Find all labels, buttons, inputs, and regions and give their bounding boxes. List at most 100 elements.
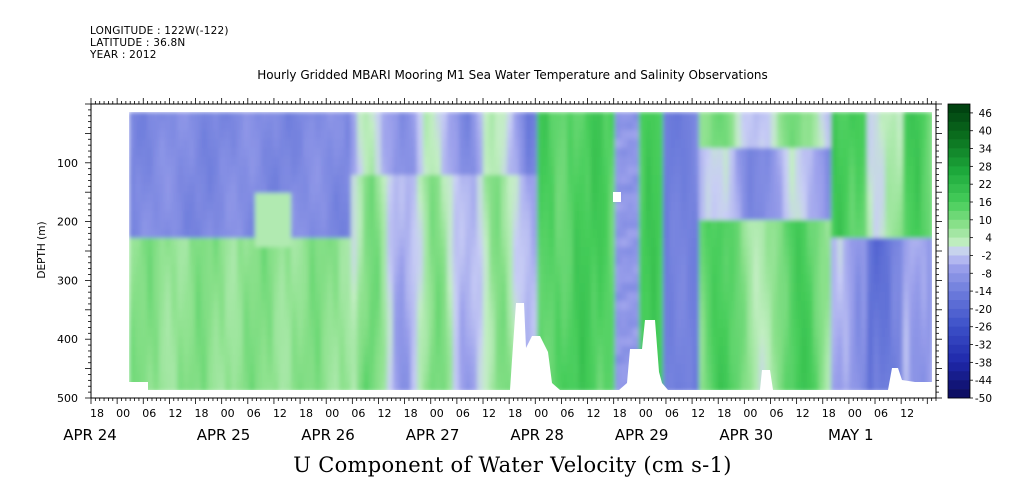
heatmap-cell: [333, 220, 340, 230]
heatmap-cell: [225, 382, 232, 392]
heatmap-cell: [609, 157, 616, 167]
heatmap-cell: [633, 337, 640, 347]
heatmap-cell: [489, 238, 496, 248]
heatmap-cell: [285, 202, 292, 212]
heatmap-cell: [849, 328, 856, 338]
heatmap-cell: [333, 301, 340, 311]
heatmap-cell: [393, 175, 400, 185]
heatmap-cell: [231, 310, 238, 320]
heatmap-cell: [339, 274, 346, 284]
heatmap-cell: [681, 382, 688, 392]
heatmap-cell: [225, 175, 232, 185]
heatmap-cell: [783, 220, 790, 230]
heatmap-cell: [675, 166, 682, 176]
heatmap-cell: [795, 283, 802, 293]
heatmap-cell: [213, 202, 220, 212]
heatmap-cell: [285, 319, 292, 329]
heatmap-cell: [741, 301, 748, 311]
heatmap-cell: [249, 292, 256, 302]
heatmap-cell: [339, 121, 346, 131]
heatmap-cell: [753, 301, 760, 311]
heatmap-cell: [687, 211, 694, 221]
heatmap-cell: [615, 274, 622, 284]
heatmap-cell: [387, 382, 394, 392]
heatmap-cell: [513, 283, 520, 293]
heatmap-cell: [333, 139, 340, 149]
heatmap-cell: [147, 220, 154, 230]
heatmap-cell: [465, 310, 472, 320]
heatmap-cell: [129, 346, 136, 356]
heatmap-cell: [591, 346, 598, 356]
heatmap-cell: [603, 373, 610, 383]
heatmap-cell: [375, 301, 382, 311]
heatmap-cell: [531, 121, 538, 131]
heatmap-cell: [489, 382, 496, 392]
heatmap-cell: [195, 382, 202, 392]
heatmap-cell: [339, 139, 346, 149]
heatmap-cell: [315, 130, 322, 140]
heatmap-cell: [909, 328, 916, 338]
heatmap-cell: [657, 364, 664, 374]
heatmap-cell: [681, 328, 688, 338]
heatmap-cell: [255, 148, 262, 158]
heatmap-cell: [867, 202, 874, 212]
heatmap-cell: [315, 328, 322, 338]
heatmap-cell: [765, 337, 772, 347]
heatmap-cell: [813, 301, 820, 311]
heatmap-cell: [669, 229, 676, 239]
colorbar-label: 4: [985, 233, 992, 245]
heatmap-cell: [339, 346, 346, 356]
heatmap-cell: [207, 148, 214, 158]
heatmap-cell: [567, 256, 574, 266]
heatmap-cell: [375, 355, 382, 365]
x-tick-label: 00: [325, 407, 339, 420]
heatmap-cell: [873, 184, 880, 194]
heatmap-cell: [471, 139, 478, 149]
heatmap-cell: [729, 121, 736, 131]
heatmap-cell: [789, 121, 796, 131]
heatmap-cell: [789, 310, 796, 320]
heatmap-cell: [303, 220, 310, 230]
heatmap-cell: [633, 238, 640, 248]
heatmap-cell: [585, 229, 592, 239]
heatmap-cell: [153, 355, 160, 365]
heatmap-cell: [681, 229, 688, 239]
heatmap-cell: [435, 238, 442, 248]
heatmap-cell: [711, 130, 718, 140]
heatmap-cell: [675, 301, 682, 311]
heatmap-cell: [507, 364, 514, 374]
heatmap-cell: [903, 229, 910, 239]
heatmap-cell: [741, 364, 748, 374]
heatmap-cell: [243, 229, 250, 239]
heatmap-cell: [903, 283, 910, 293]
heatmap-cell: [453, 220, 460, 230]
heatmap-cell: [609, 274, 616, 284]
heatmap-cell: [477, 283, 484, 293]
heatmap-cell: [549, 256, 556, 266]
heatmap-cell: [807, 121, 814, 131]
heatmap-cell: [831, 247, 838, 257]
heatmap-cell: [189, 166, 196, 176]
heatmap-cell: [861, 274, 868, 284]
heatmap-cell: [333, 112, 340, 122]
heatmap-cell: [279, 319, 286, 329]
heatmap-cell: [171, 373, 178, 383]
heatmap-cell: [381, 184, 388, 194]
heatmap-cell: [423, 274, 430, 284]
heatmap-cell: [393, 328, 400, 338]
heatmap-cell: [375, 319, 382, 329]
heatmap-cell: [351, 319, 358, 329]
heatmap-cell: [585, 292, 592, 302]
heatmap-cell: [237, 373, 244, 383]
heatmap-cell: [351, 328, 358, 338]
heatmap-cell: [483, 283, 490, 293]
heatmap-cell: [333, 247, 340, 257]
heatmap-cell: [201, 166, 208, 176]
heatmap-cell: [537, 139, 544, 149]
heatmap-cell: [585, 274, 592, 284]
heatmap-cell: [483, 364, 490, 374]
heatmap-cell: [231, 328, 238, 338]
heatmap-cell: [357, 130, 364, 140]
heatmap-cell: [519, 211, 526, 221]
heatmap-cell: [459, 346, 466, 356]
